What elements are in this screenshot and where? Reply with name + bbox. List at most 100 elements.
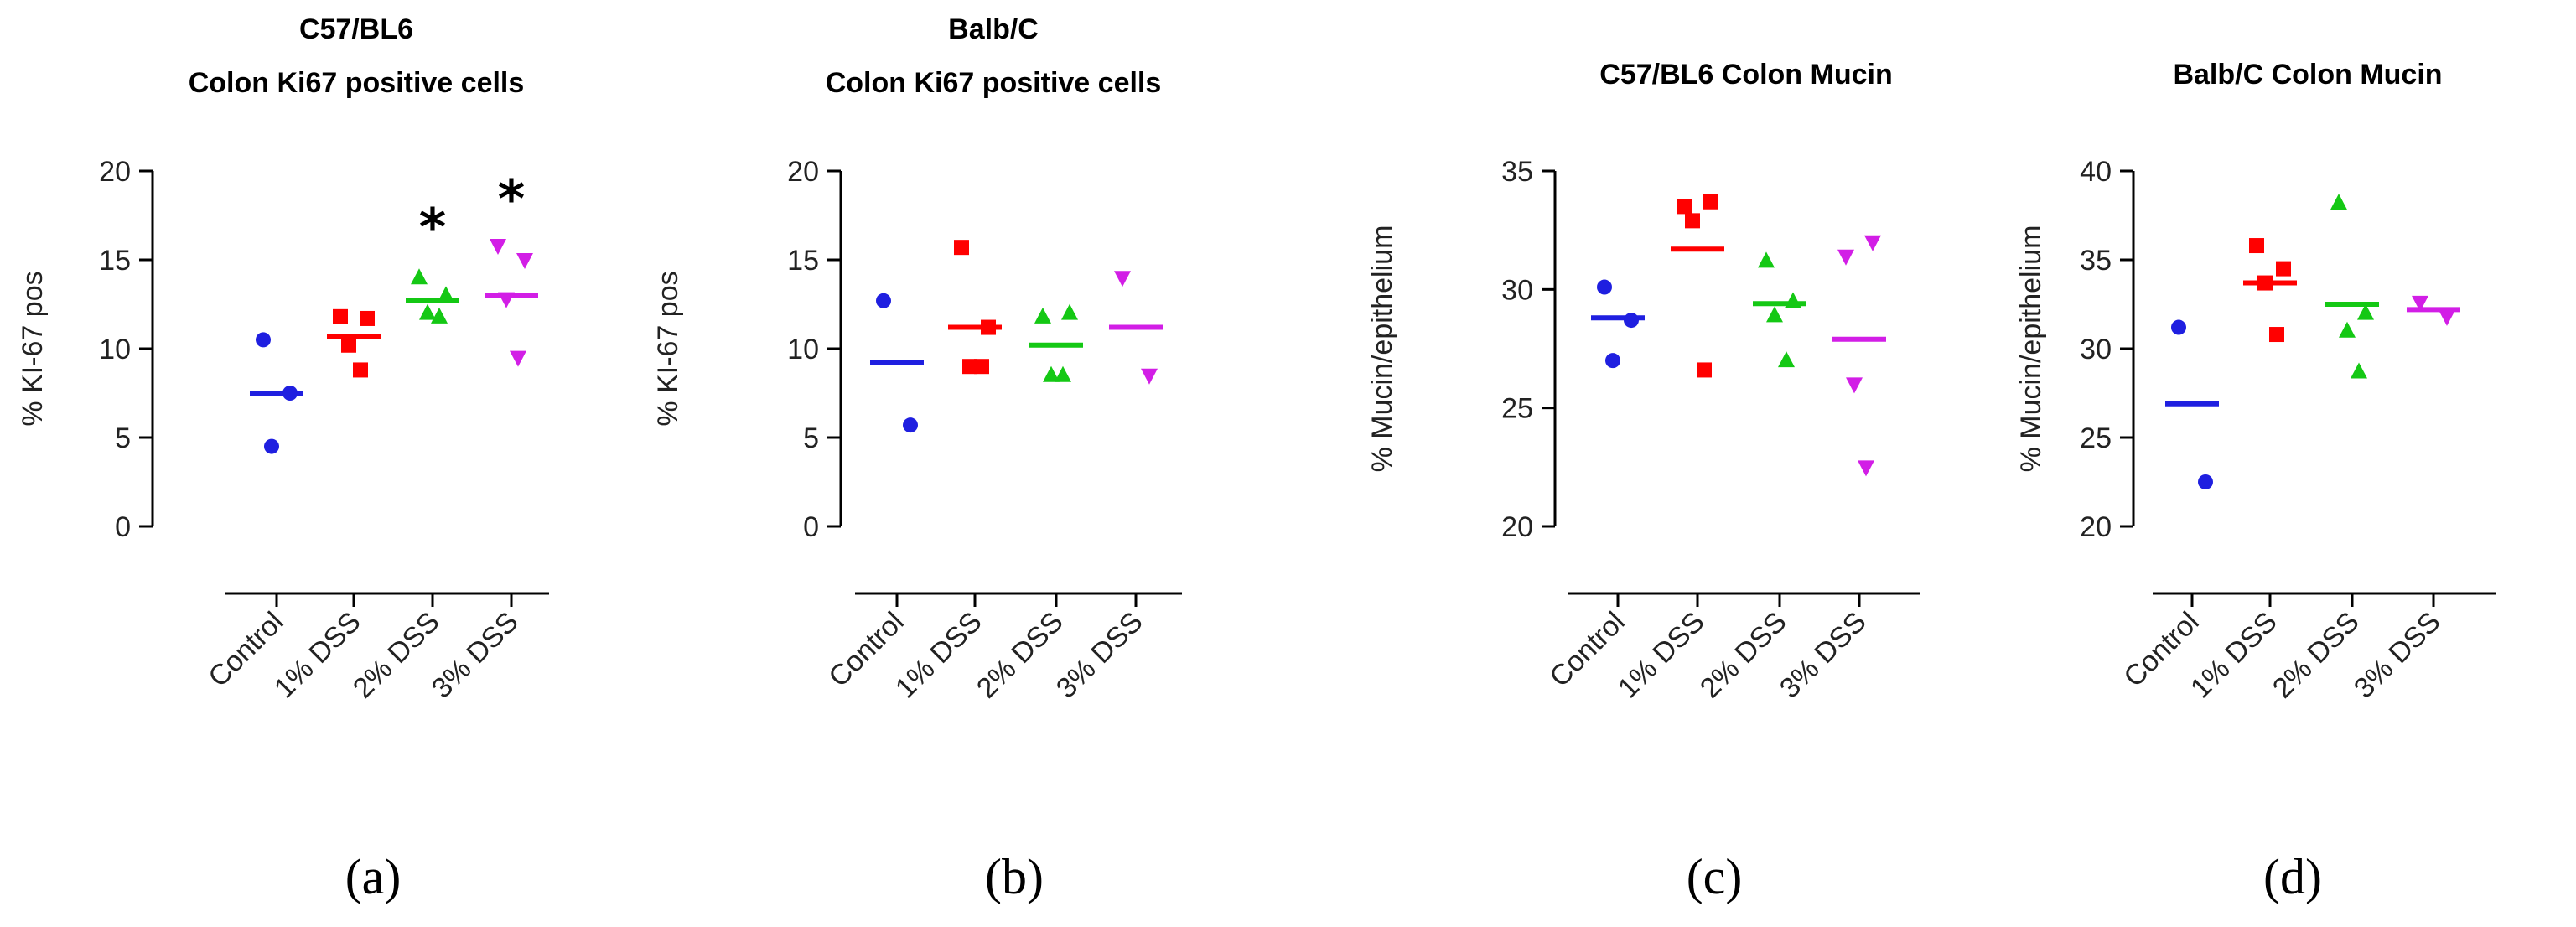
- series-1-dss: [1671, 194, 1724, 378]
- y-tick-label: 0: [115, 511, 131, 543]
- chart-title: C57/BL6 Colon Mucin: [1599, 59, 1892, 91]
- series-1-dss: [2243, 238, 2297, 343]
- data-point: [1766, 306, 1783, 323]
- data-point: [1114, 271, 1131, 287]
- series-control: [2165, 319, 2219, 489]
- y-tick-label: 0: [803, 511, 819, 543]
- panel-label: (d): [2263, 849, 2322, 904]
- y-tick-label: 10: [787, 334, 819, 365]
- data-point: [333, 308, 348, 324]
- y-tick-label: 30: [2080, 334, 2112, 365]
- data-point: [360, 310, 375, 326]
- data-point: [1624, 313, 1639, 329]
- x-tick-label: 1% DSS: [268, 606, 367, 705]
- panel-label: (b): [985, 849, 1044, 904]
- data-point: [341, 337, 356, 353]
- x-tick-label: 2% DSS: [2267, 606, 2366, 705]
- y-tick-label: 20: [99, 156, 131, 188]
- x-tick-label: 3% DSS: [426, 606, 525, 705]
- y-axis-label: % KI-67 pos: [652, 271, 684, 426]
- data-point: [1703, 194, 1718, 210]
- x-tick-label: 3% DSS: [1050, 606, 1149, 705]
- data-point: [1837, 249, 1854, 266]
- data-point: [2339, 321, 2356, 338]
- data-point: [1055, 365, 1071, 382]
- y-axis-label: % Mucin/epithelium: [2015, 225, 2047, 473]
- y-tick-label: 40: [2080, 156, 2112, 188]
- panel-label: (a): [345, 849, 402, 904]
- data-point: [2257, 275, 2273, 291]
- y-tick-label: 5: [115, 422, 131, 454]
- series-1-dss: [948, 240, 1002, 375]
- x-tick-label: 1% DSS: [2185, 606, 2283, 705]
- x-tick-label: 2% DSS: [1694, 606, 1793, 705]
- series-2-dss: [1753, 251, 1806, 368]
- data-point: [498, 292, 515, 308]
- y-tick-label: 5: [803, 422, 819, 454]
- data-point: [2276, 261, 2291, 277]
- data-point: [1846, 377, 1863, 394]
- data-point: [1858, 460, 1874, 477]
- y-tick-label: 25: [1501, 393, 1533, 425]
- y-tick-label: 20: [787, 156, 819, 188]
- data-point: [353, 362, 368, 378]
- data-point: [1605, 353, 1620, 369]
- y-tick-label: 25: [2080, 422, 2112, 454]
- y-tick-label: 10: [99, 334, 131, 365]
- data-point: [2249, 238, 2264, 254]
- panel-label: (c): [1687, 849, 1743, 904]
- panel-b: Balb/C Colon Ki67 positive cells 0 5 10 15 20%…: [652, 13, 1182, 904]
- series-2-dss: [406, 268, 459, 324]
- data-point: [1785, 292, 1801, 308]
- y-tick-label: 15: [787, 245, 819, 277]
- data-point: [2351, 362, 2367, 379]
- y-axis-label: % Mucin/epithelium: [1366, 225, 1398, 473]
- y-axis-label: % KI-67 pos: [17, 271, 49, 426]
- significance-asterisk: *: [498, 168, 525, 230]
- x-tick-label: 2% DSS: [971, 606, 1070, 705]
- data-point: [1597, 279, 1612, 295]
- y-tick-label: 20: [2080, 511, 2112, 543]
- data-point: [903, 417, 918, 433]
- x-tick-label: 2% DSS: [347, 606, 446, 705]
- data-point: [438, 286, 454, 303]
- chart-title: Balb/C Colon Mucin: [2173, 59, 2442, 91]
- x-tick-label: 1% DSS: [1612, 606, 1711, 705]
- data-point: [954, 240, 969, 256]
- y-tick-label: 20: [1501, 511, 1533, 543]
- x-tick-label: 3% DSS: [2348, 606, 2447, 705]
- series-3-dss: [1109, 271, 1163, 385]
- data-point: [282, 386, 298, 401]
- data-point: [1141, 368, 1158, 385]
- chart-title: Colon Ki67 positive cells: [189, 67, 525, 99]
- series-control: [250, 332, 303, 454]
- data-point: [2269, 327, 2284, 343]
- data-point: [2357, 303, 2374, 320]
- y-tick-label: 15: [99, 245, 131, 277]
- data-point: [962, 359, 977, 375]
- data-point: [1685, 213, 1700, 229]
- series-control: [870, 293, 924, 433]
- data-point: [1864, 235, 1881, 251]
- x-tick-label: 1% DSS: [889, 606, 988, 705]
- data-point: [1043, 365, 1060, 382]
- panel-a: C57/BL6 Colon Ki67 positive cells 0 5 10 15 20…: [17, 13, 549, 904]
- data-point: [1697, 362, 1712, 378]
- series-2-dss: [1029, 303, 1083, 382]
- data-point: [1778, 351, 1795, 368]
- data-point: [411, 268, 428, 285]
- data-point: [1758, 251, 1775, 268]
- series-1-dss: [327, 308, 381, 378]
- data-point: [974, 359, 989, 375]
- data-point: [510, 350, 526, 367]
- series-2-dss: [2325, 194, 2379, 379]
- series-3-dss: [1832, 235, 1886, 477]
- chart-title: C57/BL6: [299, 13, 413, 45]
- data-point: [2439, 309, 2455, 326]
- data-point: [264, 438, 279, 454]
- data-point: [1061, 303, 1078, 320]
- data-point: [516, 253, 533, 269]
- data-point: [2330, 194, 2347, 210]
- data-point: [1034, 307, 1051, 324]
